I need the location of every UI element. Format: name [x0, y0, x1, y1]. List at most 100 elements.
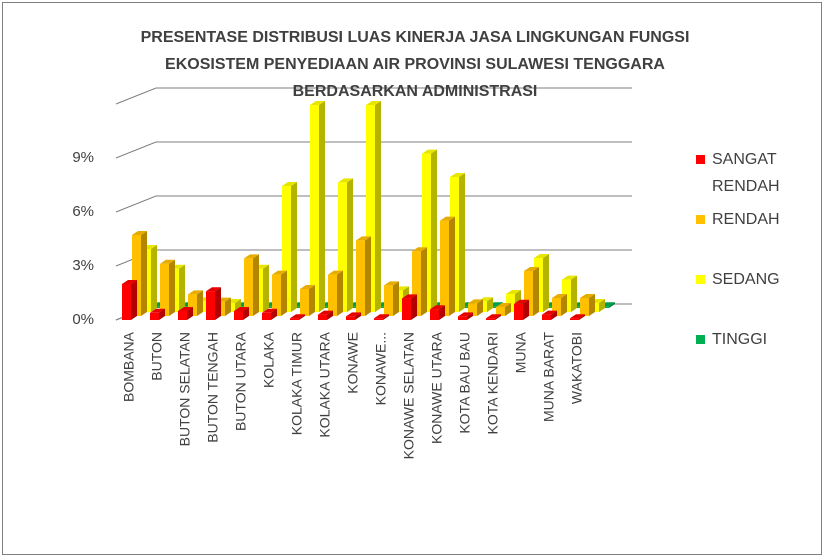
- bar-top: [160, 259, 175, 264]
- bar-top: [384, 281, 399, 286]
- wall-top: [115, 87, 632, 105]
- bar-top: [290, 314, 305, 319]
- bar: [328, 274, 337, 316]
- bar-top: [206, 287, 221, 292]
- bar-side: [365, 236, 371, 316]
- bar-top: [534, 254, 549, 258]
- legend-item: SEDANG: [694, 266, 804, 293]
- bar-top: [430, 305, 445, 310]
- bar-top: [374, 314, 389, 319]
- bar-side: [411, 294, 417, 320]
- bar: [282, 186, 291, 312]
- bar-top: [328, 270, 343, 275]
- bar: [366, 105, 375, 312]
- bar-side: [421, 247, 427, 316]
- x-tick-label: BUTON UTARA: [233, 331, 249, 431]
- legend-item: TINGGI: [694, 326, 804, 353]
- x-tick-label: BUTON SELATAN: [177, 332, 193, 446]
- bar: [374, 318, 383, 320]
- bar-side: [467, 312, 473, 320]
- bar-top: [318, 310, 333, 315]
- x-tick-label: MUNA: [513, 331, 529, 373]
- bar-top: [440, 216, 455, 221]
- bar-side: [141, 231, 147, 316]
- x-tick-label: BUTON TENGAH: [205, 332, 221, 443]
- x-tick-label: KONAWE...: [373, 332, 389, 405]
- bar-top: [562, 275, 577, 280]
- bar: [496, 307, 505, 316]
- bar-top: [366, 101, 381, 105]
- bar: [122, 284, 131, 320]
- bar-top: [282, 182, 297, 186]
- bar-side: [159, 308, 165, 320]
- bar-top: [486, 314, 501, 319]
- bar: [524, 271, 533, 316]
- bar-side: [561, 294, 567, 316]
- bar-side: [319, 101, 325, 312]
- bar-side: [505, 303, 511, 316]
- x-tick-label: KOLAKA: [261, 331, 277, 388]
- bar-side: [609, 302, 615, 308]
- bar-side: [393, 281, 399, 316]
- bar-top: [570, 314, 585, 319]
- legend-swatch: [696, 215, 705, 224]
- bar-top: [122, 280, 137, 284]
- legend-swatch: [696, 275, 705, 284]
- x-tick-label: BOMBANA: [121, 331, 137, 402]
- bar-top: [450, 173, 465, 177]
- bar-side: [551, 310, 557, 320]
- legend-label: RENDAH: [712, 211, 780, 228]
- bar-side: [131, 280, 137, 320]
- legend-swatch: [696, 155, 705, 164]
- bar-side: [375, 101, 381, 312]
- bar-side: [151, 245, 157, 312]
- bar-side: [383, 314, 389, 320]
- bar: [338, 182, 347, 312]
- bar-side: [271, 308, 277, 320]
- y-tick-label: 9%: [72, 149, 94, 166]
- legend-item: SANGAT RENDAH: [694, 146, 804, 200]
- legend-label: SANGAT RENDAH: [712, 151, 780, 195]
- bar-top: [272, 270, 287, 275]
- grid-line: [115, 195, 632, 213]
- legend: SANGAT RENDAH RENDAH SEDANG TINGGI: [694, 146, 804, 386]
- x-tick-label: BUTON: [149, 332, 165, 381]
- bar: [310, 105, 319, 312]
- bar-side: [281, 270, 287, 316]
- bar-top: [514, 299, 529, 304]
- bar: [412, 251, 421, 316]
- bar-side: [533, 267, 539, 316]
- bar-side: [599, 299, 605, 312]
- bar-top: [338, 178, 353, 183]
- bar: [440, 220, 449, 316]
- bar: [580, 298, 589, 316]
- bar-side: [179, 264, 185, 312]
- bar-side: [187, 307, 193, 320]
- bar: [132, 235, 141, 316]
- bar-top: [188, 290, 203, 295]
- bar-side: [309, 285, 315, 316]
- bar: [402, 298, 411, 320]
- x-tick-label: WAKATOBI: [569, 332, 585, 404]
- y-tick-label: 3%: [72, 257, 94, 274]
- legend-label: SEDANG: [712, 271, 780, 288]
- bar-top: [580, 294, 595, 298]
- bar: [290, 318, 299, 320]
- bar: [234, 311, 243, 320]
- bar-top: [356, 236, 371, 241]
- bar-top: [506, 290, 521, 294]
- x-tick-label: KOTA KENDARI: [485, 332, 501, 434]
- bar: [552, 298, 561, 316]
- y-tick-label: 6%: [72, 203, 94, 220]
- bar-side: [291, 182, 297, 312]
- bar: [384, 285, 393, 316]
- bar: [356, 240, 365, 316]
- bar-top: [458, 312, 473, 317]
- bar-top: [132, 231, 147, 235]
- bar-side: [215, 287, 221, 320]
- bar-side: [253, 254, 259, 316]
- bar-side: [543, 254, 549, 312]
- bar: [468, 303, 477, 316]
- bar-side: [431, 149, 437, 312]
